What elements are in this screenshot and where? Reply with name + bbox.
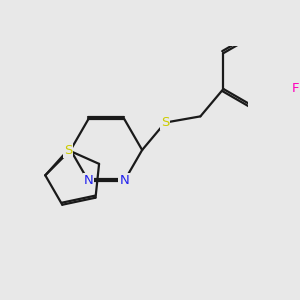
Text: N: N — [119, 175, 129, 188]
Text: N: N — [84, 175, 93, 188]
Text: S: S — [161, 116, 169, 129]
Text: S: S — [64, 143, 72, 157]
Text: F: F — [292, 82, 299, 95]
